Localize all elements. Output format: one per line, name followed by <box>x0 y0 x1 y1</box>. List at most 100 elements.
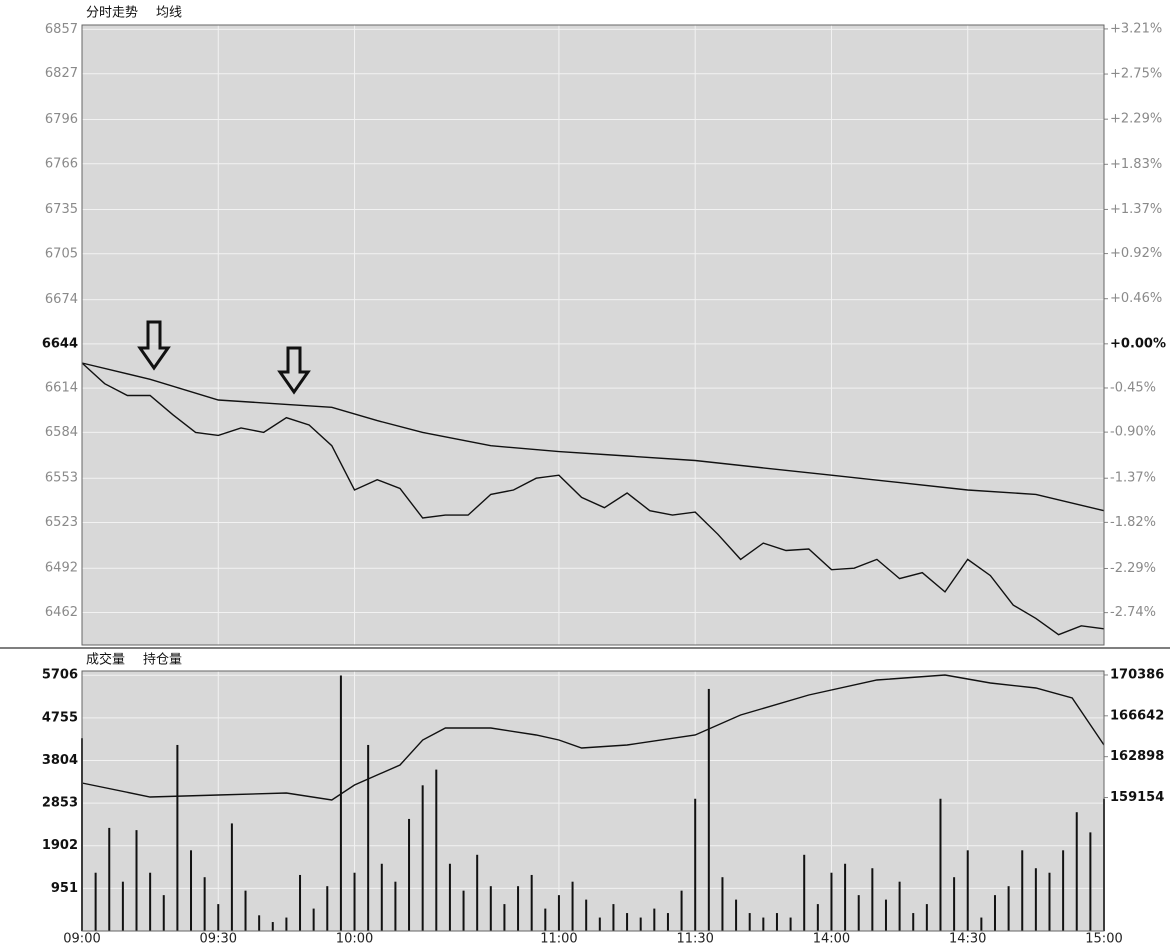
volume-bar <box>285 917 288 931</box>
volume-bar <box>435 769 438 931</box>
y2-tick-label: +2.29% <box>1110 112 1162 127</box>
volume-bar <box>626 913 629 931</box>
volume-bar <box>203 877 206 931</box>
y-tick-label: 6705 <box>45 246 78 261</box>
volume-bar <box>135 830 138 931</box>
volume-bar <box>503 904 506 931</box>
arrow <box>137 320 171 371</box>
volume-bar <box>149 872 152 931</box>
volume-bar <box>108 827 111 931</box>
volume-bar <box>1089 832 1092 931</box>
volume-bar <box>339 675 342 931</box>
volume-bar <box>939 798 942 931</box>
volume-bar <box>735 899 738 931</box>
volume-bar <box>462 890 465 931</box>
volume-bar <box>162 895 165 931</box>
legend-label: 成交量 <box>86 652 125 668</box>
volume-bar <box>639 917 642 931</box>
y-tick-label: 6462 <box>45 605 78 620</box>
volume-bar <box>176 744 179 931</box>
volume-bar <box>680 890 683 931</box>
series-line <box>81 674 1105 801</box>
volume-bar <box>953 877 956 931</box>
legend-label: 均线 <box>156 6 182 21</box>
y2-tick-label: +3.21% <box>1110 21 1162 36</box>
y2-tick-label: -1.37% <box>1110 471 1156 486</box>
volume-bar <box>612 904 615 931</box>
volume-bar <box>312 908 315 931</box>
y2-tick-label: +0.00% <box>1110 336 1166 351</box>
y-tick-label: 951 <box>51 881 78 896</box>
volume-bar <box>476 854 479 931</box>
volume-bar <box>694 798 697 931</box>
volume-bar <box>898 881 901 931</box>
volume-bar <box>544 908 547 931</box>
y-tick-label: 1902 <box>42 838 78 853</box>
x-tick-label: 14:30 <box>949 932 986 945</box>
y-tick-label: 4755 <box>42 710 78 725</box>
legend-label: 分时走势 <box>86 5 138 21</box>
y-tick-label: 6644 <box>42 336 78 351</box>
volume-bar <box>1007 886 1010 931</box>
y2-tick-label: 162898 <box>1110 749 1164 764</box>
volume-bar <box>598 917 601 931</box>
y-tick-label: 2853 <box>42 796 78 811</box>
volume-bar <box>1048 872 1051 931</box>
volume-bar <box>408 818 411 931</box>
volume-bar <box>871 868 874 931</box>
x-tick-label: 11:00 <box>540 932 577 945</box>
volume-bar <box>803 854 806 931</box>
volume-bar <box>258 915 261 931</box>
y-tick-label: 6492 <box>45 561 78 576</box>
y2-tick-label: 170386 <box>1110 667 1164 682</box>
y2-tick-label: 159154 <box>1110 790 1164 805</box>
volume-bar <box>394 881 397 931</box>
series-line <box>81 362 1105 636</box>
volume-bar <box>299 874 302 931</box>
volume-bar <box>653 908 656 931</box>
volume-bar <box>762 917 765 931</box>
plot-border <box>81 670 1105 932</box>
volume-bar <box>244 890 247 931</box>
x-tick-label: 11:30 <box>676 932 713 945</box>
y-tick-label: 6553 <box>45 471 78 486</box>
volume-bar <box>707 688 710 931</box>
volume-bar <box>816 904 819 931</box>
volume-bar <box>421 785 424 931</box>
volume-bar <box>1034 868 1037 931</box>
y-tick-label: 6796 <box>45 112 78 127</box>
x-tick-label: 14:00 <box>813 932 850 945</box>
volume-bar <box>489 886 492 931</box>
volume-bar <box>1075 812 1078 931</box>
volume-bar <box>980 917 983 931</box>
volume-bar <box>230 823 233 931</box>
y-tick-label: 5706 <box>42 668 78 683</box>
y2-tick-label: -2.74% <box>1110 605 1156 620</box>
y-tick-label: 6827 <box>45 66 78 81</box>
y2-tick-label: +1.83% <box>1110 157 1162 172</box>
y2-tick-label: -1.82% <box>1110 515 1156 530</box>
volume-bar <box>367 744 370 931</box>
volume-bar <box>789 917 792 931</box>
volume-bar <box>585 899 588 931</box>
volume-bar <box>380 863 383 931</box>
volume-bar <box>217 904 220 931</box>
volume-bar <box>884 899 887 931</box>
y-tick-label: 6857 <box>45 22 78 37</box>
volume-bar <box>925 904 928 931</box>
volume-bar <box>517 886 520 931</box>
y2-tick-label: +0.92% <box>1110 246 1162 261</box>
y-tick-label: 6735 <box>45 202 78 217</box>
volume-bar <box>190 850 193 931</box>
volume-bar <box>1062 850 1065 931</box>
plot-border <box>81 24 1105 646</box>
volume-bar <box>326 886 329 931</box>
volume-bar <box>353 872 356 931</box>
volume-bar <box>666 913 669 931</box>
volume-bar <box>993 895 996 931</box>
volume-bar <box>966 850 969 931</box>
y2-tick-label: -2.29% <box>1110 561 1156 576</box>
y2-tick-label: -0.90% <box>1110 425 1156 440</box>
x-tick-label: 09:00 <box>63 932 100 945</box>
y2-tick-label: +0.46% <box>1110 291 1162 306</box>
